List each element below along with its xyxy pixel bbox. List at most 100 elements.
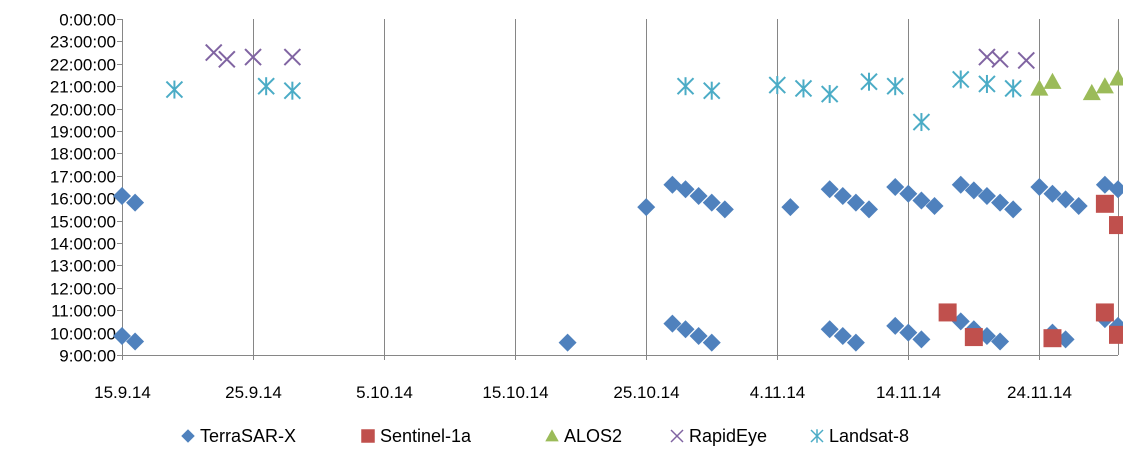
y-tick-label: 12:00:00 (50, 280, 116, 299)
data-point (1069, 197, 1088, 216)
legend-label: Sentinel-1a (380, 426, 472, 446)
data-point (283, 81, 302, 100)
data-point (218, 50, 236, 69)
legend-item: Landsat-8 (810, 426, 909, 446)
data-point (663, 314, 682, 333)
data-point (886, 316, 905, 335)
y-tick-label: 11:00:00 (51, 302, 116, 321)
data-point (977, 186, 996, 205)
legend-symbol (810, 429, 824, 443)
legend-label: TerraSAR-X (200, 426, 296, 446)
marker-stroke (1017, 51, 1035, 70)
data-point (952, 70, 970, 89)
marker-stroke (244, 48, 262, 66)
legend-marker (810, 429, 824, 443)
data-point (1095, 77, 1114, 94)
data-point (1004, 79, 1022, 98)
legend-symbol (181, 429, 195, 443)
data-point (1109, 180, 1123, 199)
data-points (113, 43, 1123, 352)
x-tick-label: 25.9.14 (225, 383, 282, 402)
data-point (860, 72, 878, 91)
series-sentinel-1a (938, 194, 1123, 348)
legend-label: RapidEye (689, 426, 767, 446)
x-tick-label: 15.10.14 (482, 383, 548, 402)
data-point (1109, 325, 1123, 344)
data-point (912, 191, 931, 210)
data-point (1109, 69, 1123, 86)
data-point (768, 76, 786, 95)
y-tick-label: 0:00:00 (59, 11, 116, 30)
data-point (925, 197, 944, 216)
x-tick-label: 4.11.14 (750, 383, 805, 402)
data-point (991, 50, 1009, 69)
series-landsat-8 (165, 70, 1022, 132)
data-point (860, 200, 878, 219)
data-point (1043, 184, 1062, 203)
legend-item: RapidEye (670, 426, 767, 446)
y-tick-label: 22:00:00 (50, 56, 116, 75)
data-point (1043, 72, 1062, 89)
data-point (1095, 303, 1114, 322)
data-point (676, 320, 695, 339)
data-point (912, 113, 931, 132)
data-point (205, 43, 223, 62)
y-tick-label: 10:00:00 (50, 325, 116, 344)
data-point (1030, 79, 1049, 96)
legend-symbol (361, 429, 375, 443)
data-point (244, 48, 262, 66)
legend: TerraSAR-X Sentinel-1a ALOS2 RapidEye Landsa… (181, 426, 909, 446)
data-point (126, 332, 145, 351)
data-point (1095, 194, 1114, 213)
y-tick-label: 21:00:00 (50, 78, 116, 97)
y-tick-label: 9:00:00 (59, 347, 116, 366)
marker-stroke (670, 429, 684, 443)
data-point (833, 326, 852, 345)
data-point (781, 198, 800, 217)
data-point (283, 48, 302, 66)
data-point (846, 333, 865, 352)
legend-item: ALOS2 (545, 426, 622, 446)
data-point (820, 85, 839, 104)
y-tick-label: 13:00:00 (50, 257, 116, 276)
data-point (676, 77, 695, 96)
x-tick-label: 5.10.14 (356, 383, 413, 402)
data-point (964, 181, 983, 200)
data-point (912, 330, 931, 349)
y-tick-label: 19:00:00 (50, 123, 116, 142)
legend-label: Landsat-8 (829, 426, 909, 446)
y-tick-label: 16:00:00 (50, 190, 116, 209)
legend-symbol (670, 429, 684, 443)
marker-stroke (218, 50, 236, 69)
data-point (899, 184, 918, 203)
data-point (257, 77, 275, 96)
data-point (126, 193, 145, 212)
data-point (113, 326, 131, 345)
series-rapideye (205, 43, 1035, 70)
y-tick-label: 17:00:00 (50, 168, 116, 187)
data-point (165, 80, 184, 99)
data-point (702, 193, 721, 212)
y-tick-label: 14:00:00 (50, 235, 116, 254)
data-point (703, 81, 721, 100)
data-point (899, 323, 918, 342)
data-point (558, 333, 577, 352)
data-point (846, 193, 865, 212)
y-tick-label: 20:00:00 (50, 101, 116, 120)
data-point (1017, 51, 1035, 70)
legend-item: Sentinel-1a (361, 426, 472, 446)
data-point (794, 79, 813, 98)
data-point (637, 198, 656, 217)
legend-item: TerraSAR-X (181, 426, 296, 446)
data-point (951, 175, 970, 194)
data-point (1030, 178, 1049, 196)
data-point (715, 200, 734, 219)
data-point (689, 186, 708, 205)
marker-stroke (991, 50, 1009, 69)
data-point (1004, 200, 1023, 219)
data-point (820, 180, 839, 199)
marker-stroke (283, 48, 302, 66)
legend-marker (545, 429, 559, 442)
data-point (991, 193, 1010, 212)
